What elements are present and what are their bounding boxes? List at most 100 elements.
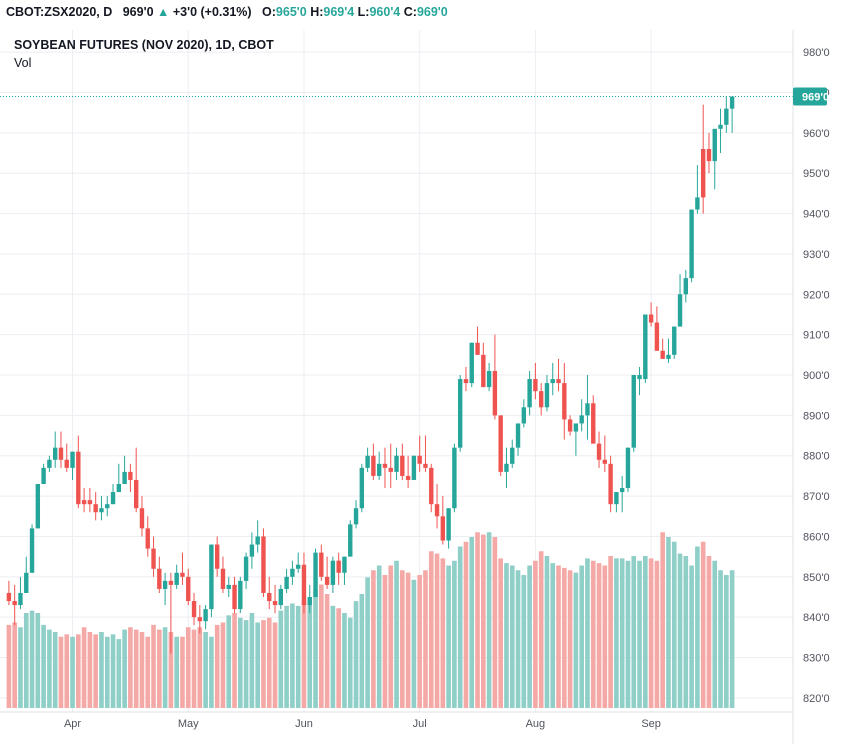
volume-bar (365, 577, 370, 708)
candle-body (284, 576, 289, 589)
volume-bar (307, 603, 313, 708)
candle-body (469, 342, 474, 384)
candle-body (214, 544, 220, 569)
candle-body (336, 560, 341, 573)
volume-bar (521, 575, 527, 708)
volume-bar (110, 634, 116, 708)
volume-bar (515, 570, 521, 708)
volume-bar (122, 629, 127, 708)
candle-body (342, 556, 347, 573)
last-price-badge (793, 87, 827, 106)
volume-bar (440, 558, 446, 708)
volume-bar (319, 584, 324, 708)
candle-body (648, 314, 654, 323)
price-tick-label: 920'0 (803, 289, 830, 301)
volume-bar (99, 632, 104, 708)
candle-body (382, 463, 388, 468)
volume-bar (162, 627, 168, 708)
volume-bar (255, 622, 260, 708)
candle-body (307, 597, 312, 606)
candle-body (313, 552, 318, 598)
volume-bar (185, 627, 191, 708)
candle-body (619, 488, 625, 493)
candle-body (64, 459, 69, 468)
candle-body (116, 483, 122, 493)
volume-bar (104, 636, 110, 708)
candle-body (457, 379, 463, 448)
volume-bar (168, 632, 174, 708)
price-axis[interactable]: 980'0970'0960'0950'0940'0930'0920'0910'0… (803, 47, 830, 705)
volume-bar (41, 624, 46, 708)
candle-body (203, 609, 208, 622)
volume-bar (481, 534, 486, 708)
candle-body (52, 447, 58, 460)
candle-body (371, 455, 376, 476)
volume-bar (394, 560, 399, 708)
volume-bar (226, 615, 232, 708)
volume-bar (585, 558, 590, 708)
volume-bar (301, 601, 307, 708)
price-tick-label: 840'0 (803, 612, 830, 624)
candle-body (319, 552, 324, 577)
candle-body (151, 548, 156, 569)
last-price: 969'0 (122, 5, 154, 19)
volume-bar (614, 558, 619, 708)
price-candles (6, 96, 735, 654)
candle-body (510, 447, 515, 464)
volume-bar (330, 605, 336, 708)
symbol-label[interactable]: CBOT:ZSX2020, D (6, 5, 113, 19)
volume-bar (718, 570, 723, 708)
low-label: L: (357, 5, 370, 19)
high-label: H: (310, 5, 324, 19)
volume-bar (625, 560, 631, 708)
volume-label: Vol (14, 56, 32, 70)
price-tick-label: 880'0 (803, 451, 830, 463)
volume-bar (376, 565, 382, 708)
volume-bar (128, 627, 133, 708)
candle-body (81, 500, 87, 505)
candle-body (24, 572, 29, 593)
volume-bar (463, 541, 469, 708)
candle-body (677, 294, 683, 327)
volume-bar (567, 570, 573, 708)
volume-bar (700, 541, 706, 708)
candle-body (330, 560, 336, 585)
volume-bar (81, 627, 87, 708)
candle-body (220, 568, 226, 589)
time-axis[interactable]: Apr May Jun Jul Aug Sep (64, 718, 661, 730)
candle-body (99, 508, 104, 513)
volume-bar (174, 636, 179, 708)
symbol-info-bar: CBOT:ZSX2020, D 969'0 ▲ +3'0 (+0.31%) O:… (6, 5, 448, 23)
candle-body (591, 403, 596, 444)
volume-bar (272, 622, 278, 708)
volume-bar (290, 603, 295, 708)
candle-body (405, 475, 411, 480)
candle-body (631, 375, 636, 448)
candle-body (6, 592, 12, 602)
volume-bar (382, 575, 388, 708)
candle-body (434, 504, 440, 517)
volume-bar (492, 537, 498, 708)
candle-body (359, 467, 365, 509)
low-value: 960'4 (369, 5, 401, 19)
volume-bar (249, 613, 255, 708)
candle-body (180, 572, 185, 577)
candle-body (232, 584, 237, 610)
volume-bar (87, 632, 93, 708)
change-arrow-icon: ▲ (157, 5, 170, 19)
candle-body (191, 601, 197, 618)
price-tick-label: 830'0 (803, 653, 830, 665)
volume-bar (180, 636, 185, 708)
price-tick-label: 900'0 (803, 370, 830, 382)
candle-body (625, 447, 631, 489)
candle-body (706, 148, 712, 162)
volume-bar (556, 565, 561, 708)
candle-body (272, 601, 278, 606)
candle-body (596, 443, 602, 460)
volume-bar (660, 532, 665, 708)
candle-body (683, 278, 689, 295)
candle-body (76, 451, 81, 505)
volume-bar (336, 608, 341, 708)
volume-bar (452, 560, 457, 708)
